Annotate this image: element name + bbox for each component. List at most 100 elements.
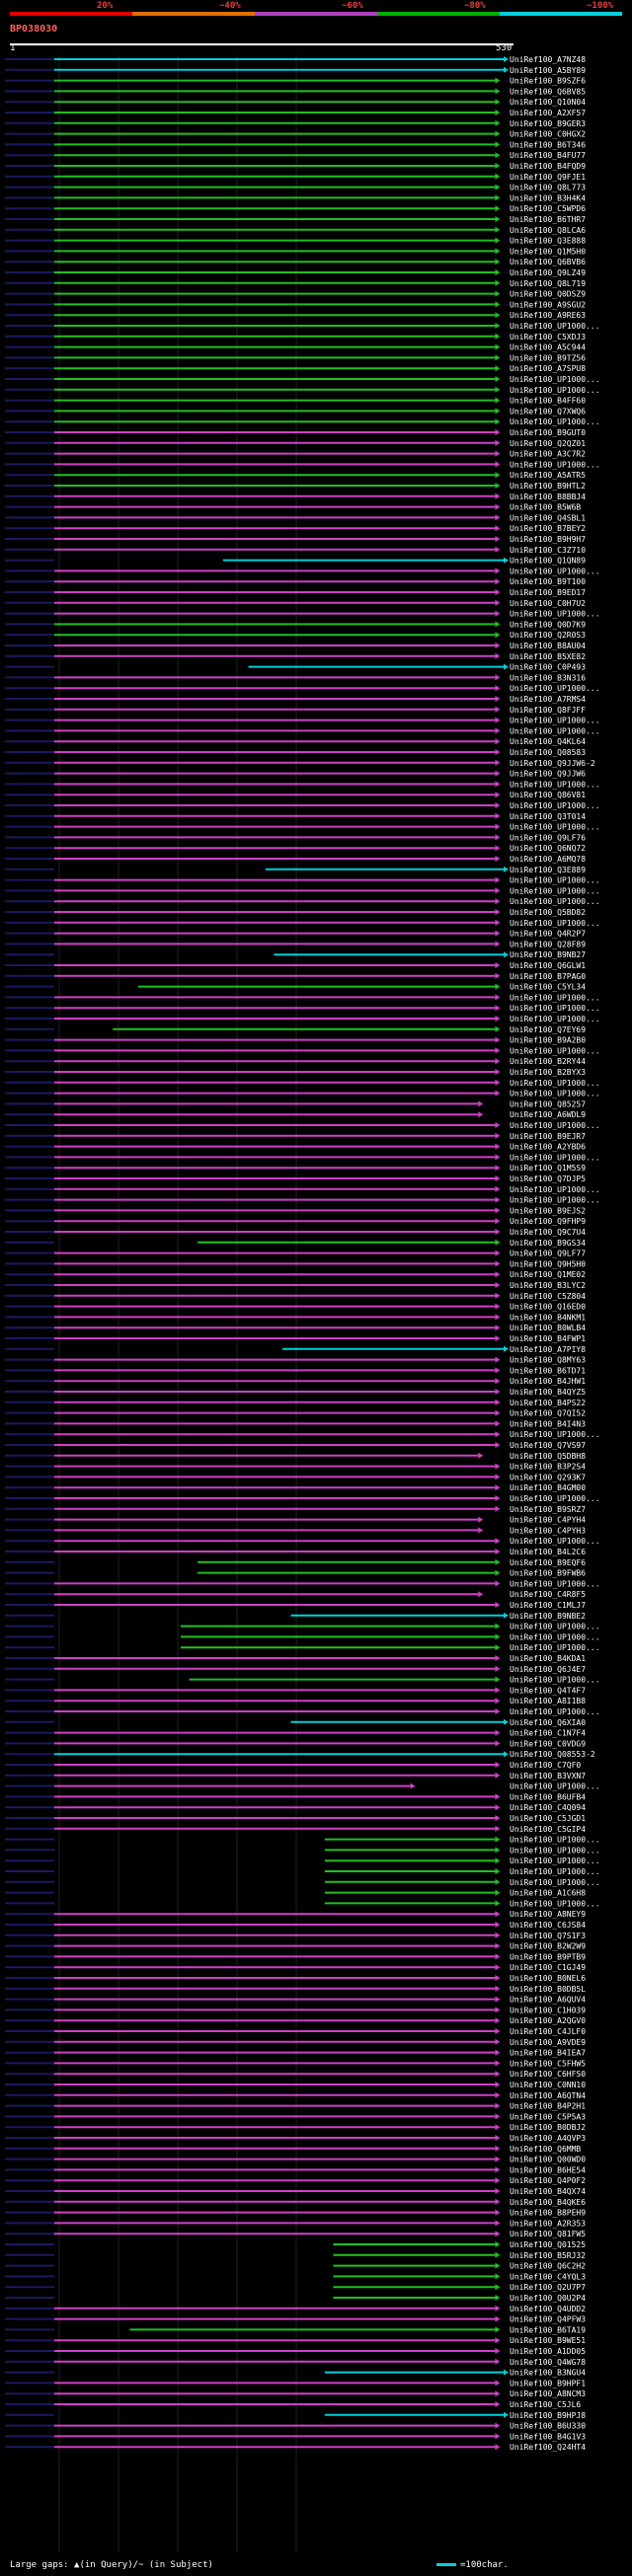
hit-label[interactable]: UniRef100_C4JLF0 bbox=[510, 2027, 586, 2036]
hit-label[interactable]: UniRef100_B9HPJ8 bbox=[510, 2411, 586, 2420]
hit-label[interactable]: UniRef100_B4GM00 bbox=[510, 1483, 586, 1492]
hit-label[interactable]: UniRef100_Q5BD82 bbox=[510, 908, 586, 917]
hit-label[interactable]: UniRef100_Q0D7K9 bbox=[510, 620, 586, 629]
hit-label[interactable]: UniRef100_UP1000... bbox=[510, 897, 600, 906]
hit-label[interactable]: UniRef100_UP1000... bbox=[510, 1430, 600, 1439]
hit-label[interactable]: UniRef100_Q2R0S3 bbox=[510, 631, 586, 640]
hit-label[interactable]: UniRef100_C1MLJ7 bbox=[510, 1601, 586, 1610]
hit-label[interactable]: UniRef100_UP1000... bbox=[510, 1185, 600, 1194]
hit-label[interactable]: UniRef100_C6HFS0 bbox=[510, 2070, 586, 2079]
hit-label[interactable]: UniRef100_B6UFB4 bbox=[510, 1792, 586, 1801]
hit-label[interactable]: UniRef100_C0H7U2 bbox=[510, 599, 586, 608]
hit-label[interactable]: UniRef100_UP1000... bbox=[510, 1004, 600, 1013]
hit-label[interactable]: UniRef100_Q8L719 bbox=[510, 279, 586, 288]
hit-label[interactable]: UniRef100_C5Z804 bbox=[510, 1292, 586, 1301]
hit-label[interactable]: UniRef100_C5WPD6 bbox=[510, 204, 586, 213]
hit-label[interactable]: UniRef100_B4IEA7 bbox=[510, 2049, 586, 2058]
hit-label[interactable]: UniRef100_C0HGX2 bbox=[510, 130, 586, 139]
hit-label[interactable]: UniRef100_B4FU77 bbox=[510, 151, 586, 160]
hit-label[interactable]: UniRef100_Q4PFW3 bbox=[510, 2315, 586, 2324]
hit-label[interactable]: UniRef100_Q6BVB6 bbox=[510, 258, 586, 266]
hit-label[interactable]: UniRef100_C6JS84 bbox=[510, 1921, 586, 1930]
hit-label[interactable]: UniRef100_B4P2H1 bbox=[510, 2102, 586, 2111]
hit-label[interactable]: UniRef100_Q7VS97 bbox=[510, 1441, 586, 1450]
hit-label[interactable]: UniRef100_UP1000... bbox=[510, 1579, 600, 1588]
hit-label[interactable]: UniRef100_Q3E888 bbox=[510, 237, 586, 246]
hit-label[interactable]: UniRef100_Q6GLW1 bbox=[510, 961, 586, 970]
hit-label[interactable]: UniRef100_Q1ME02 bbox=[510, 1270, 586, 1279]
hit-label[interactable]: UniRef100_B4QX74 bbox=[510, 2187, 586, 2196]
hit-label[interactable]: UniRef100_UP1000... bbox=[510, 386, 600, 395]
hit-label[interactable]: UniRef100_Q6C2H2 bbox=[510, 2262, 586, 2271]
hit-label[interactable]: UniRef100_UP1000... bbox=[510, 1153, 600, 1162]
hit-label[interactable]: UniRef100_B9EJS2 bbox=[510, 1206, 586, 1215]
hit-label[interactable]: UniRef100_A3C7R2 bbox=[510, 450, 586, 459]
hit-label[interactable]: UniRef100_UP1000... bbox=[510, 460, 600, 469]
hit-label[interactable]: UniRef100_A8NCM3 bbox=[510, 2389, 586, 2398]
hit-label[interactable]: UniRef100_C4Q094 bbox=[510, 1803, 586, 1812]
hit-label[interactable]: UniRef100_A1C6H8 bbox=[510, 1889, 586, 1898]
hit-label[interactable]: UniRef100_B3N316 bbox=[510, 673, 586, 682]
hit-label[interactable]: UniRef100_B6TA19 bbox=[510, 2325, 586, 2334]
hit-label[interactable]: UniRef100_UP1000... bbox=[510, 801, 600, 810]
hit-label[interactable]: UniRef100_Q293K7 bbox=[510, 1473, 586, 1481]
hit-label[interactable]: UniRef100_C1H039 bbox=[510, 2006, 586, 2014]
hit-label[interactable]: UniRef100_B9TZ56 bbox=[510, 353, 586, 362]
hit-label[interactable]: UniRef100_Q00WD0 bbox=[510, 2156, 586, 2164]
hit-label[interactable]: UniRef100_UP1000... bbox=[510, 610, 600, 619]
hit-label[interactable]: UniRef100_Q7QI52 bbox=[510, 1409, 586, 1418]
hit-label[interactable]: UniRef100_B9GER3 bbox=[510, 119, 586, 128]
hit-label[interactable]: UniRef100_Q08583 bbox=[510, 748, 586, 757]
hit-label[interactable]: UniRef100_Q2U7P7 bbox=[510, 2283, 586, 2292]
hit-label[interactable]: UniRef100_B2BYX3 bbox=[510, 1068, 586, 1077]
hit-label[interactable]: UniRef100_B5RJ32 bbox=[510, 2251, 586, 2260]
hit-label[interactable]: UniRef100_A2XF57 bbox=[510, 109, 586, 117]
hit-label[interactable]: UniRef100_C5YL34 bbox=[510, 983, 586, 992]
hit-label[interactable]: UniRef100_UP1000... bbox=[510, 1867, 600, 1876]
hit-label[interactable]: UniRef100_Q28F89 bbox=[510, 940, 586, 948]
hit-label[interactable]: UniRef100_Q6NQ72 bbox=[510, 844, 586, 853]
hit-label[interactable]: UniRef100_Q9LZ49 bbox=[510, 268, 586, 277]
hit-label[interactable]: UniRef100_B0WLB4 bbox=[510, 1324, 586, 1332]
hit-label[interactable]: UniRef100_UP1000... bbox=[510, 1899, 600, 1908]
hit-label[interactable]: UniRef100_Q4SBL1 bbox=[510, 513, 586, 522]
hit-label[interactable]: UniRef100_Q4WG78 bbox=[510, 2358, 586, 2367]
hit-label[interactable]: UniRef100_Q4UDD2 bbox=[510, 2305, 586, 2313]
hit-label[interactable]: UniRef100_B3NGU4 bbox=[510, 2369, 586, 2378]
hit-label[interactable]: UniRef100_B9WE51 bbox=[510, 2336, 586, 2345]
hit-label[interactable]: UniRef100_B2W2W9 bbox=[510, 1942, 586, 1951]
hit-label[interactable]: UniRef100_Q3E889 bbox=[510, 866, 586, 874]
hit-label[interactable]: UniRef100_B4I4N3 bbox=[510, 1419, 586, 1428]
hit-label[interactable]: UniRef100_A6MQ78 bbox=[510, 855, 586, 864]
hit-label[interactable]: UniRef100_B3H4K4 bbox=[510, 193, 586, 202]
hit-label[interactable]: UniRef100_B9HPF1 bbox=[510, 2379, 586, 2387]
hit-label[interactable]: UniRef100_B4L2C6 bbox=[510, 1548, 586, 1556]
hit-label[interactable]: UniRef100_B6T346 bbox=[510, 140, 586, 149]
hit-label[interactable]: UniRef100_UP1000... bbox=[510, 717, 600, 725]
hit-label[interactable]: UniRef100_Q8LCA6 bbox=[510, 226, 586, 235]
hit-label[interactable]: UniRef100_Q7S1F3 bbox=[510, 1932, 586, 1940]
hit-label[interactable]: UniRef100_B9H9H7 bbox=[510, 535, 586, 544]
hit-label[interactable]: UniRef100_B9NB27 bbox=[510, 950, 586, 959]
hit-label[interactable]: UniRef100_B0NEL6 bbox=[510, 1974, 586, 1983]
hit-label[interactable]: UniRef100_A7NZ48 bbox=[510, 55, 586, 64]
hit-label[interactable]: UniRef100_UP1000... bbox=[510, 1782, 600, 1791]
hit-label[interactable]: UniRef100_B8BBJ4 bbox=[510, 492, 586, 501]
hit-label[interactable]: UniRef100_Q5DBH8 bbox=[510, 1452, 586, 1461]
hit-label[interactable]: UniRef100_A2YBD6 bbox=[510, 1143, 586, 1152]
hit-label[interactable]: UniRef100_B9PTB9 bbox=[510, 1952, 586, 1961]
hit-label[interactable]: UniRef100_UP1000... bbox=[510, 417, 600, 426]
hit-label[interactable]: UniRef100_B4NKM1 bbox=[510, 1313, 586, 1322]
hit-label[interactable]: UniRef100_Q9LF76 bbox=[510, 833, 586, 842]
hit-label[interactable]: UniRef100_B7PAG0 bbox=[510, 972, 586, 981]
hit-label[interactable]: UniRef100_B8AU04 bbox=[510, 642, 586, 650]
hit-label[interactable]: UniRef100_A4QVP3 bbox=[510, 2134, 586, 2143]
hit-label[interactable]: UniRef100_B9EJR7 bbox=[510, 1132, 586, 1141]
hit-label[interactable]: UniRef100_Q2QZ01 bbox=[510, 439, 586, 448]
hit-label[interactable]: UniRef100_UP1000... bbox=[510, 1707, 600, 1716]
hit-label[interactable]: UniRef100_Q16ED0 bbox=[510, 1303, 586, 1312]
hit-label[interactable]: UniRef100_B3VXN7 bbox=[510, 1772, 586, 1780]
hit-label[interactable]: UniRef100_B3P2S4 bbox=[510, 1463, 586, 1472]
hit-label[interactable]: UniRef100_B9ED17 bbox=[510, 588, 586, 597]
hit-label[interactable]: UniRef100_UP1000... bbox=[510, 876, 600, 885]
